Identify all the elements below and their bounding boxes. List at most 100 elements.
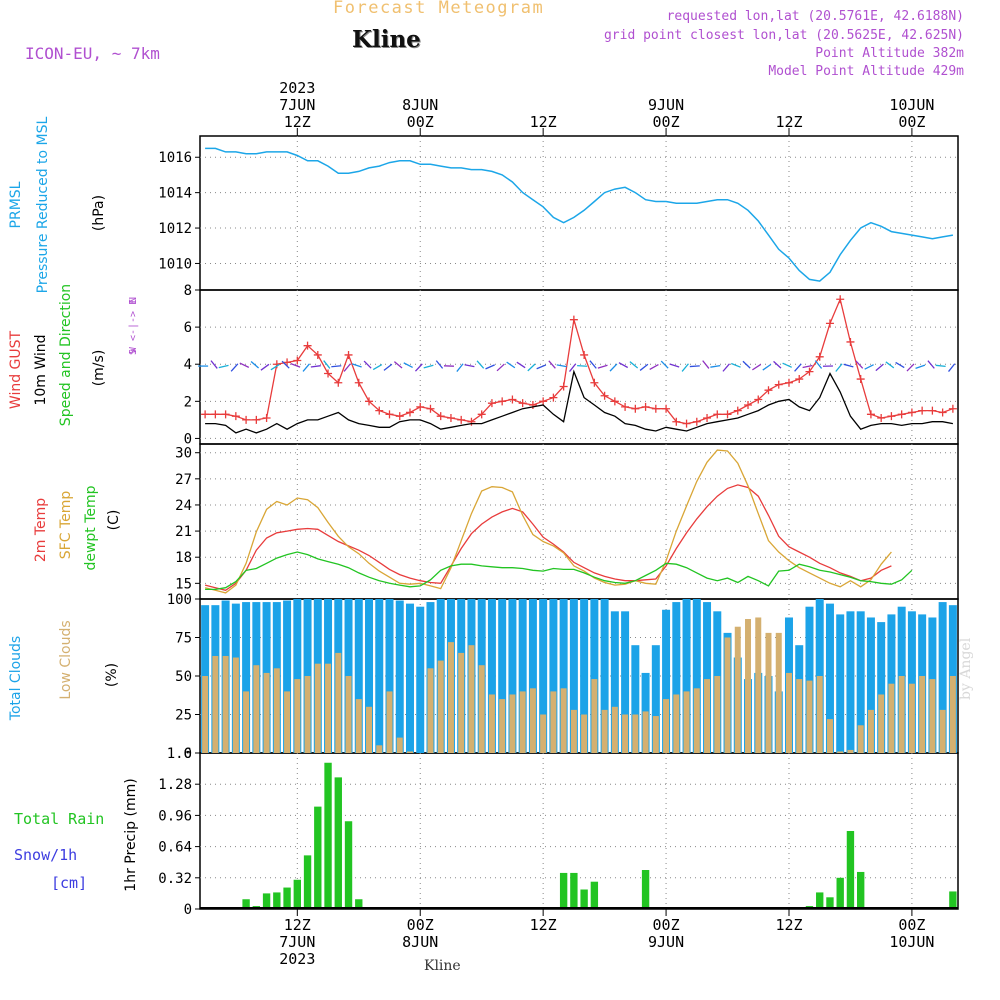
gust-point	[897, 410, 906, 419]
rain-bar	[816, 892, 824, 909]
wind-direction-arrow	[569, 363, 577, 372]
wind-direction-arrow	[239, 362, 250, 368]
gust-point	[641, 402, 650, 411]
y-tick-label: 15	[175, 576, 192, 592]
pressure-label-line1: PRMSL	[8, 181, 24, 228]
wind-direction-arrow	[414, 363, 423, 372]
low-cloud-bar	[663, 699, 670, 753]
total-cloud-bar	[856, 611, 865, 753]
gust-point	[252, 415, 261, 424]
low-cloud-bar	[683, 691, 690, 753]
point-altitude: Point Altitude 382m	[815, 46, 964, 61]
total-cloud-bar	[487, 599, 496, 753]
wind-direction-arrow	[331, 365, 342, 368]
y-tick-label: 24	[175, 498, 192, 514]
bottom-time-label: 00Z	[898, 916, 925, 934]
top-time-label: 2023	[279, 79, 315, 97]
y-tick-label: 75	[175, 631, 192, 647]
low-cloud-bar	[355, 699, 362, 753]
gust-point	[600, 391, 609, 400]
wind-direction-arrow	[864, 364, 874, 370]
low-cloud-bar	[826, 719, 833, 753]
low-cloud-bar	[622, 714, 629, 753]
y-tick-label: 2	[184, 394, 192, 410]
wind-direction-arrow	[802, 364, 813, 369]
precip-unit: 1hr Precip (mm)	[123, 778, 139, 891]
top-time-label: 12Z	[284, 113, 311, 131]
low-cloud-bar	[458, 652, 465, 753]
wind-direction-arrow	[814, 360, 823, 369]
gust-point	[795, 375, 804, 384]
gust-point	[395, 412, 404, 421]
wind-direction-arrow	[609, 363, 618, 372]
wind-direction-arrow	[835, 363, 843, 372]
rain-bar	[836, 877, 844, 909]
bottom-time-label: 12Z	[530, 916, 557, 934]
low-cloud-bar	[488, 694, 495, 753]
gust-point	[508, 395, 517, 404]
rain-bar	[314, 806, 322, 909]
temp-2m-line	[204, 484, 892, 592]
y-tick-label: 0.96	[158, 808, 192, 824]
gust-point	[436, 412, 445, 421]
wind-direction-arrow	[506, 361, 516, 369]
low-cloud-bar	[929, 679, 936, 753]
low-cloud-bar	[775, 632, 782, 753]
rain-bar	[949, 891, 957, 909]
wind-direction-arrow	[935, 364, 946, 368]
rain-bar	[262, 893, 271, 909]
low-cloud-bar	[878, 694, 885, 753]
gust-point	[477, 410, 486, 419]
low-cloud-bar	[427, 668, 434, 753]
total-cloud-bar	[365, 599, 374, 753]
gust-point	[498, 397, 507, 406]
total-cloud-bar	[682, 599, 691, 753]
total-cloud-bar	[518, 599, 527, 753]
wind-direction-arrow	[372, 364, 383, 371]
total-cloud-bar	[907, 611, 916, 753]
gridpoint-coords: grid point closest lon,lat (20.5625E, 42…	[603, 28, 964, 43]
total-cloud-bar	[825, 603, 834, 753]
low-cloud-bar	[212, 655, 219, 753]
total-cloud-bar	[559, 599, 568, 753]
gust-point	[672, 417, 681, 426]
pressure-label-line2: Pressure Reduced to MSL	[35, 116, 51, 293]
watermark: by Angel	[958, 637, 974, 700]
low-clouds-label: Low Clouds	[58, 620, 74, 699]
wind-direction-arrow	[393, 361, 403, 369]
gust-point	[416, 402, 425, 411]
total-cloud-bar	[293, 599, 302, 753]
gust-point	[467, 417, 476, 426]
compass-axis: W <-|-> E	[128, 299, 139, 353]
total-cloud-bar	[539, 599, 548, 753]
panels-layer	[195, 128, 959, 916]
wind-direction-arrow	[669, 363, 680, 368]
gust-point	[631, 404, 640, 413]
low-cloud-bar	[222, 655, 229, 753]
y-tick-label: 100	[167, 592, 192, 608]
low-cloud-bar	[867, 709, 874, 753]
low-cloud-bar	[806, 680, 813, 753]
rain-bar	[355, 899, 363, 909]
gust-point	[528, 401, 537, 410]
total-cloud-bar	[354, 599, 363, 753]
clouds-unit: (%)	[104, 663, 120, 687]
wind-direction-arrow	[885, 361, 895, 369]
top-time-label: 8JUN	[402, 96, 438, 114]
wind-direction-arrow	[423, 364, 434, 369]
gust-point	[262, 414, 271, 423]
wind-direction-arrow	[895, 361, 905, 369]
low-cloud-bar	[478, 665, 485, 753]
gust-point	[569, 315, 578, 324]
y-tick-label: 4	[184, 357, 192, 373]
rain-label: Total Rain	[14, 810, 104, 828]
wind-direction-arrow	[548, 360, 556, 369]
total-cloud-bar	[569, 599, 578, 753]
low-cloud-bar	[550, 691, 557, 753]
total-cloud-bar	[692, 599, 701, 753]
gust-point	[385, 410, 394, 419]
bottom-time-label: 12Z	[284, 916, 311, 934]
wind-direction-arrow	[536, 364, 547, 370]
total-cloud-bar	[805, 606, 814, 753]
wind-direction-arrow	[927, 360, 935, 369]
